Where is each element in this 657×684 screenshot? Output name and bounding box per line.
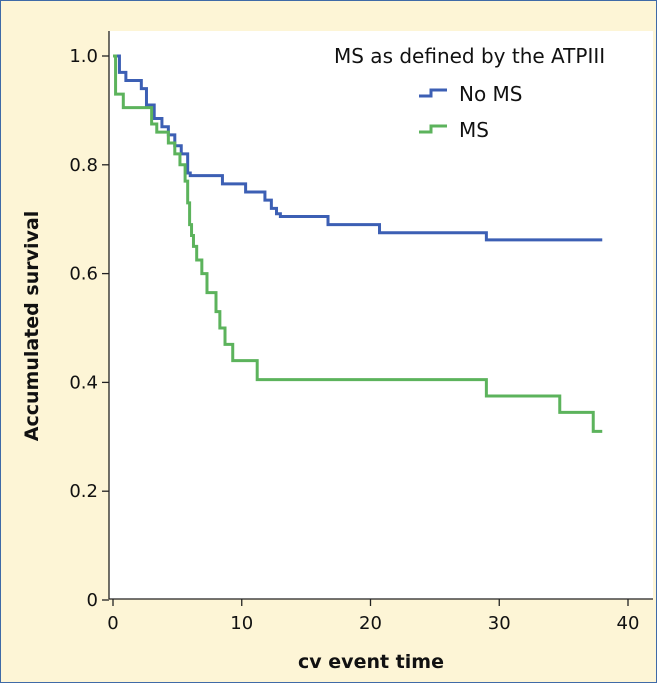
axes: 0 0.2 0.4 0.6 0.8 1.0 0 10 20 30 40	[69, 31, 653, 634]
series-line-no-ms	[113, 54, 603, 242]
legend-label-no-ms: No MS	[459, 82, 523, 106]
plot-area	[109, 31, 653, 599]
legend: MS as defined by the ATPIII No MS MS	[334, 44, 605, 142]
y-axis-title: Accumulated survival	[21, 211, 43, 441]
y-tick-label: 0.2	[69, 481, 98, 502]
legend-symbol-no-ms	[419, 88, 447, 98]
x-tick-label: 10	[230, 613, 253, 634]
x-tick-label: 20	[359, 613, 382, 634]
legend-label-ms: MS	[459, 118, 489, 142]
series-line-ms	[113, 54, 603, 433]
series-lines	[113, 54, 603, 433]
y-tick-label: 0.6	[69, 264, 98, 285]
x-axis-title: cv event time	[298, 651, 444, 673]
x-tick-label: 40	[617, 613, 640, 634]
y-tick-label: 0.4	[69, 372, 98, 393]
y-tick-label: 1.0	[69, 46, 98, 67]
y-tick-label: 0	[87, 590, 98, 611]
x-tick-label: 0	[107, 613, 118, 634]
x-tick-label: 30	[488, 613, 511, 634]
legend-symbol-ms	[419, 124, 447, 134]
legend-title: MS as defined by the ATPIII	[334, 44, 605, 68]
y-tick-label: 0.8	[69, 155, 98, 176]
